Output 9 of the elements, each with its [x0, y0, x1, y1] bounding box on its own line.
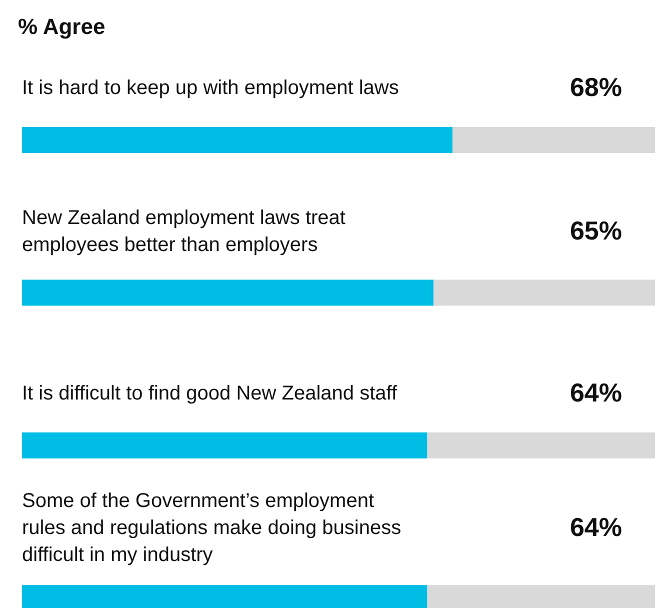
y-tick-label: New Zealand employment laws treat employees better than employers [22, 207, 346, 256]
y-tick-label: It is difficult to find good New Zealand staff [22, 382, 398, 404]
data-label: 65% [570, 216, 622, 246]
data-label: 64% [570, 377, 622, 408]
y-tick-label: It is hard to keep up with employment laws [22, 77, 399, 99]
data-label: 68% [570, 72, 622, 102]
y-tick-label: Some of the Government’s employment rules and regulations make doing business difficult in my industry [22, 490, 402, 566]
chart-title: % Agree [18, 14, 106, 39]
data-label: 64% [570, 512, 622, 542]
